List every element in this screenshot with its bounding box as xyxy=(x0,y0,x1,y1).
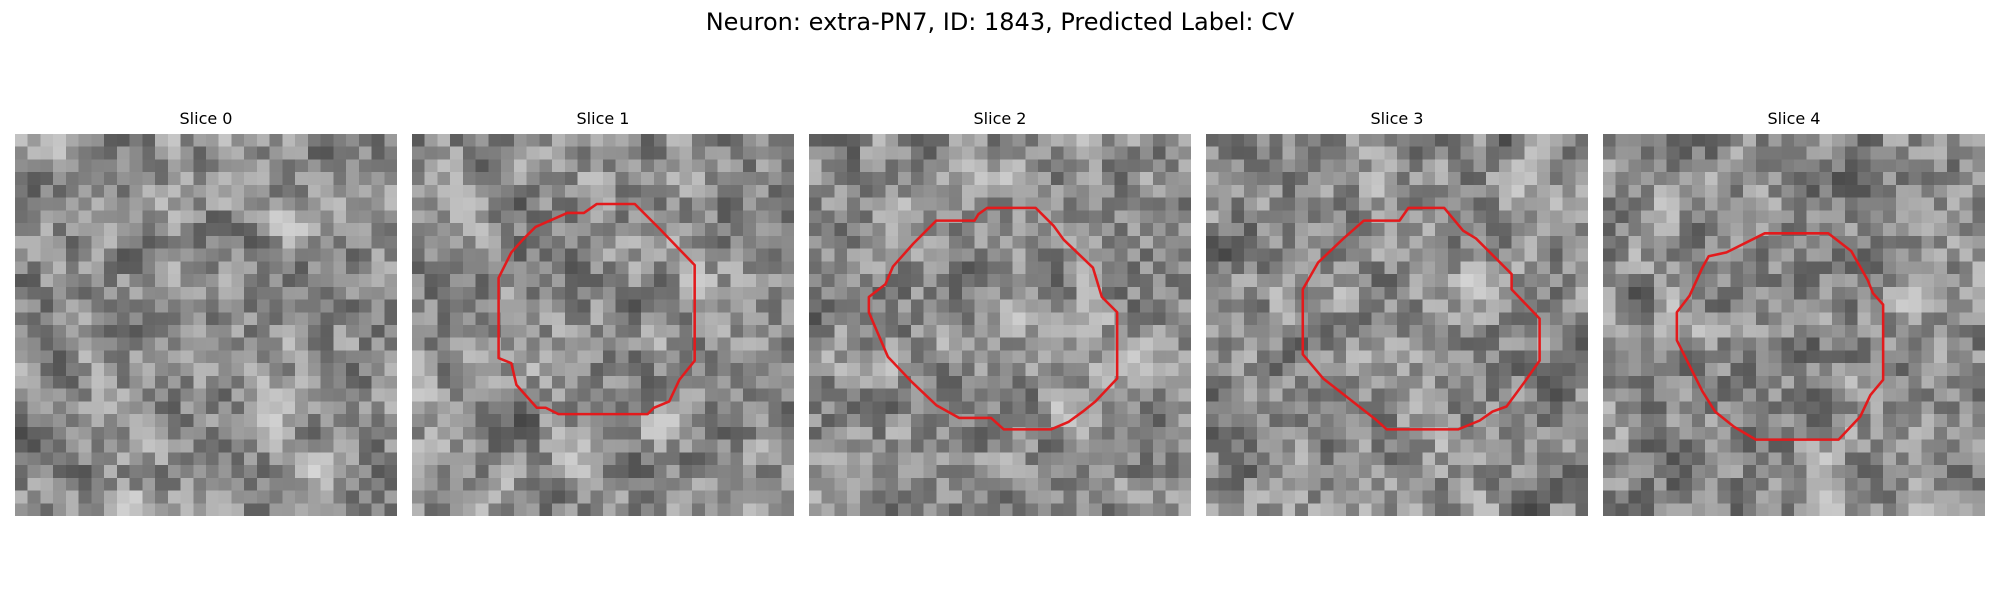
slice-title: Slice 1 xyxy=(576,109,630,128)
slice-panel-2: Slice 2 xyxy=(809,108,1191,518)
slice-panel-3: Slice 3 xyxy=(1206,108,1588,518)
red-contour xyxy=(867,206,1119,431)
grayscale-pixel-grid xyxy=(15,134,397,516)
slice-panel-1: Slice 1 xyxy=(412,108,794,518)
grayscale-pixel-grid xyxy=(412,134,794,516)
slice-image xyxy=(1206,134,1588,516)
slice-title: Slice 0 xyxy=(179,109,233,128)
slice-title: Slice 4 xyxy=(1767,109,1821,128)
slice-title: Slice 2 xyxy=(973,109,1027,128)
red-contour xyxy=(497,202,696,416)
grayscale-pixel-grid xyxy=(1206,134,1588,516)
red-contour xyxy=(1675,232,1885,441)
slice-title: Slice 3 xyxy=(1370,109,1424,128)
slice-image xyxy=(1603,134,1985,516)
slice-image xyxy=(809,134,1191,516)
slice-panel-0: Slice 0 xyxy=(15,108,397,518)
red-contour xyxy=(1301,206,1541,431)
slice-panel-4: Slice 4 xyxy=(1603,108,1985,518)
grayscale-pixel-grid xyxy=(1603,134,1985,516)
grayscale-pixel-grid xyxy=(809,134,1191,516)
slice-image xyxy=(15,134,397,516)
slice-image xyxy=(412,134,794,516)
figure-title: Neuron: extra-PN7, ID: 1843, Predicted L… xyxy=(705,8,1295,36)
